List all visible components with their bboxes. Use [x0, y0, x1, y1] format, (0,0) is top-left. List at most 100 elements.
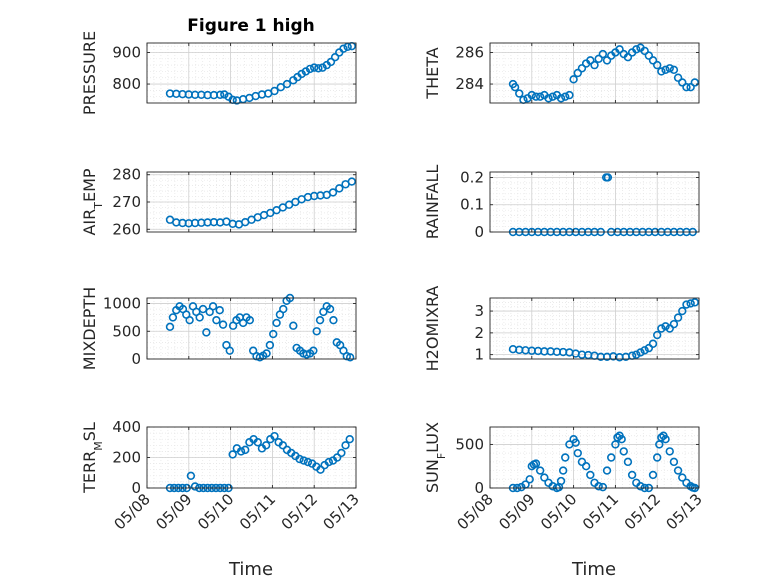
data-point [312, 327, 321, 336]
data-point [345, 435, 354, 444]
data-point [324, 457, 334, 467]
y-axis-label: H2OMIXRA [423, 286, 442, 372]
x-tick-label: 05/09 [152, 490, 195, 533]
data-point [202, 328, 211, 337]
data-point [586, 56, 595, 65]
subplot-4: 0 0.1 0.2 RAINFALL [423, 165, 700, 241]
data-point [636, 482, 645, 491]
axes-box [489, 171, 700, 233]
data-point [261, 441, 271, 450]
data-point [329, 315, 338, 325]
data-point [577, 64, 587, 73]
data-point [335, 184, 344, 193]
data-point [569, 75, 578, 84]
data-point [590, 60, 599, 70]
data-point [326, 57, 336, 67]
data-point [598, 49, 608, 59]
subplot-2: 284 286 THETA [423, 42, 700, 105]
data-point [644, 51, 654, 60]
data-point [303, 457, 313, 467]
data-point [598, 482, 608, 492]
data-point [525, 475, 534, 484]
data-point [652, 60, 662, 70]
data-point [212, 315, 221, 325]
x-tick-label: 05/10 [537, 490, 580, 533]
data-point [515, 89, 524, 98]
y-tick-label: 500 [112, 322, 141, 340]
data-point [602, 56, 612, 65]
x-tick-label: 05/10 [194, 490, 237, 533]
axes-box [146, 297, 357, 360]
data-point [228, 450, 237, 459]
data-point [577, 457, 587, 467]
data-point [561, 453, 570, 462]
data-point [615, 45, 624, 54]
data-point [661, 322, 670, 331]
data-point [347, 177, 357, 186]
data-point [623, 53, 633, 62]
data-point [289, 321, 298, 330]
data-point [678, 306, 687, 316]
data-point [665, 447, 674, 456]
data-point [198, 304, 208, 314]
data-point [270, 86, 279, 96]
data-point [265, 340, 275, 350]
data-point [669, 319, 679, 329]
data-point [682, 300, 691, 309]
data-point [678, 473, 687, 482]
data-point [236, 447, 246, 456]
data-point [241, 445, 250, 455]
y-tick-label: 3 [474, 302, 484, 320]
data-point [215, 306, 224, 315]
y-tick-label: 284 [455, 75, 484, 93]
data-point [603, 173, 613, 182]
data-point [573, 448, 582, 458]
y-axis-label: MIXDEPTH [80, 287, 99, 370]
data-point [644, 343, 654, 353]
data-point [673, 313, 683, 322]
data-point [186, 471, 196, 480]
data-point [565, 90, 574, 100]
data-point [613, 433, 622, 442]
y-axis-label: AIRTEMP [80, 168, 105, 235]
subplot-3: 260 270 280 AIRTEMP [80, 166, 357, 238]
y-axis-label: RAINFALL [423, 165, 442, 240]
data-point [686, 299, 695, 308]
data-point [337, 448, 346, 458]
y-tick-label: 0 [474, 479, 484, 497]
data-point [581, 462, 591, 471]
data-point [686, 83, 695, 92]
data-point [669, 457, 679, 467]
data-point [279, 304, 288, 314]
series-8 [508, 431, 700, 493]
y-tick-label: 1 [474, 346, 484, 364]
data-point [657, 433, 666, 442]
y-tick-label: 900 [112, 43, 141, 61]
data-point [341, 441, 350, 450]
series-5 [165, 293, 355, 362]
data-point [648, 56, 658, 65]
data-point [218, 320, 228, 329]
data-point [305, 64, 315, 74]
data-point [607, 453, 616, 462]
subplot-6: 1 2 3 H2OMIXRA [423, 286, 700, 372]
axes-box [489, 297, 700, 360]
data-point [648, 339, 658, 348]
data-point [586, 470, 595, 480]
x-tick-label: 05/11 [236, 490, 279, 533]
series-2 [508, 43, 700, 105]
data-point [531, 92, 541, 101]
x-tick-label: 05/13 [320, 490, 363, 533]
y-axis-label: PRESSURE [80, 31, 99, 115]
data-point [276, 83, 285, 92]
data-point [190, 482, 200, 491]
y-tick-label: 200 [112, 449, 141, 467]
data-point [661, 435, 670, 444]
data-point [602, 466, 612, 475]
data-point [669, 65, 679, 75]
data-point [253, 438, 262, 447]
data-point [636, 348, 645, 357]
axes-box [146, 42, 357, 104]
